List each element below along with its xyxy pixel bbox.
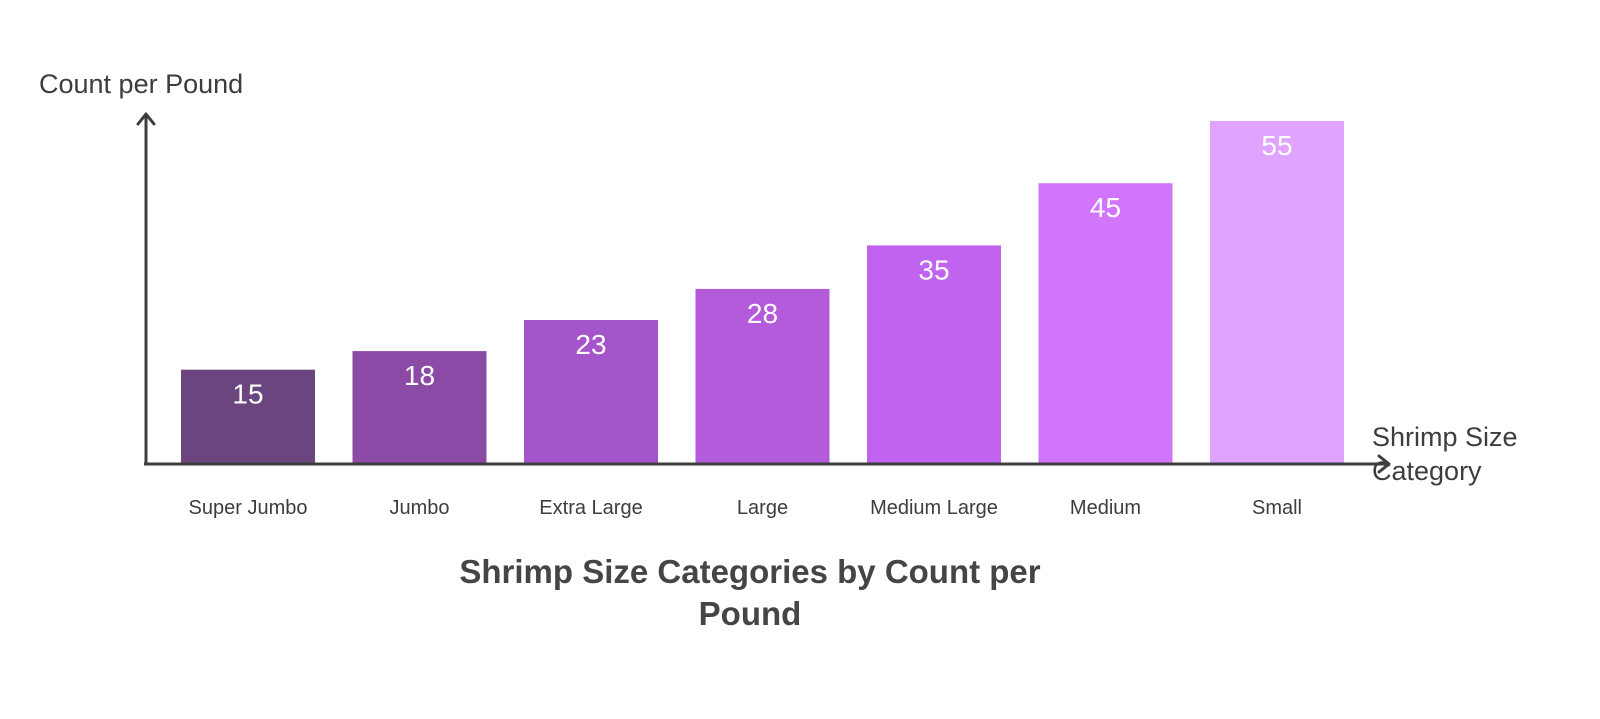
value-label: 45	[1090, 192, 1121, 223]
x-axis-arrowhead	[1377, 454, 1391, 474]
value-label: 35	[918, 254, 949, 285]
category-label: Medium	[1070, 497, 1141, 519]
bar-large	[695, 288, 830, 463]
x-axis-title: Shrimp Size Category	[1372, 420, 1532, 488]
bar-super-jumbo	[181, 369, 315, 463]
value-label: 28	[747, 298, 778, 329]
value-label: 23	[575, 329, 606, 360]
bar-medium	[1038, 183, 1173, 463]
chart-title: Shrimp Size Categories by Count per Poun…	[459, 553, 1041, 632]
value-labels-group: 15 18 23 28 35 45 55	[232, 130, 1292, 410]
bar-extra-large	[524, 320, 658, 463]
category-label: Large	[737, 497, 788, 519]
category-label: Medium Large	[870, 497, 998, 519]
category-labels-group: Super Jumbo Jumbo Extra Large Large Medium L…	[189, 497, 1302, 519]
value-label: 55	[1261, 130, 1292, 161]
bars-group	[181, 121, 1344, 463]
category-label: Extra Large	[539, 497, 642, 519]
bar-jumbo	[352, 351, 487, 463]
y-axis-title: Count per Pound	[39, 69, 244, 99]
value-label: 18	[404, 360, 435, 391]
x-axis-title-text: Shrimp Size Category	[1372, 422, 1518, 486]
bar-medium-large	[867, 245, 1001, 463]
axes-group	[136, 112, 1391, 474]
category-label: Super Jumbo	[189, 497, 308, 519]
category-label: Small	[1252, 497, 1302, 519]
y-axis-arrowhead	[136, 112, 156, 126]
value-label: 15	[232, 379, 263, 410]
category-label: Jumbo	[389, 497, 449, 519]
bar-small	[1210, 121, 1344, 463]
